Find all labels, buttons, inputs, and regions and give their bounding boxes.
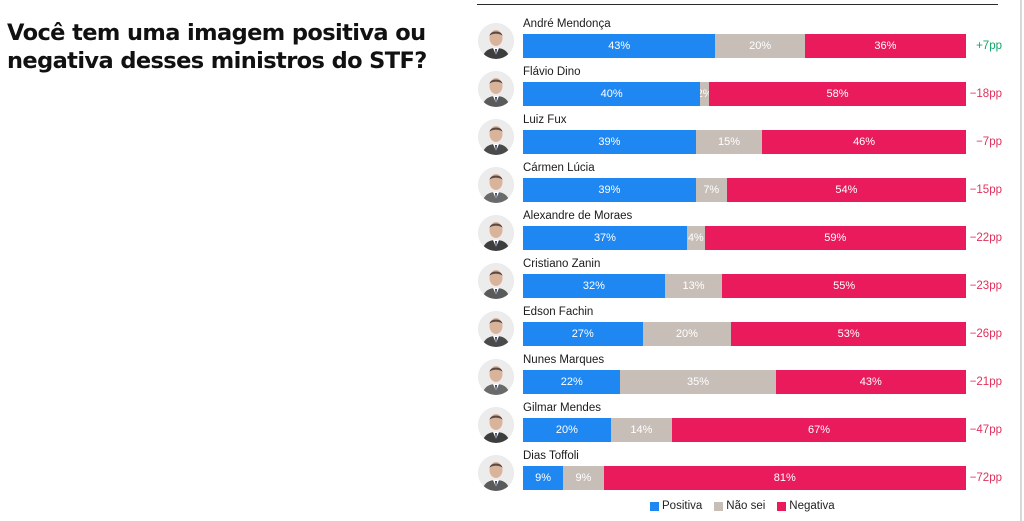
bar-segment-positiva: 39% xyxy=(523,178,696,202)
legend-swatch-nao-sei xyxy=(714,501,724,511)
top-divider xyxy=(477,4,998,5)
stacked-bar: 20% 14% 67% xyxy=(523,418,966,442)
legend-swatch-negativa xyxy=(777,501,787,511)
minister-photo xyxy=(478,71,514,107)
bar-segment-nao-sei: 35% xyxy=(620,370,776,394)
chart-row-edson-fachin: Edson Fachin 27% 20% 53% −26pp xyxy=(478,306,1008,356)
minister-photo xyxy=(478,407,514,443)
chart-row-cristiano-zanin: Cristiano Zanin 32% 13% 55% −23pp xyxy=(478,258,1008,308)
bar-segment-negativa: 54% xyxy=(726,178,966,202)
stacked-bar: 43% 20% 36% xyxy=(523,34,966,58)
chart-row-luiz-fux: Luiz Fux 39% 15% 46% −7pp xyxy=(478,114,1008,164)
bar-segment-nao-sei: 15% xyxy=(695,130,763,154)
minister-name: Gilmar Mendes xyxy=(523,402,601,414)
bar-segment-positiva: 27% xyxy=(523,322,643,346)
bar-segment-nao-sei: 20% xyxy=(642,322,732,346)
bar-segment-negativa: 67% xyxy=(672,418,966,442)
minister-name: André Mendonça xyxy=(523,18,611,30)
minister-photo xyxy=(478,311,514,347)
net-difference-label: −18pp xyxy=(969,88,1002,100)
bar-segment-negativa: 81% xyxy=(603,466,966,490)
minister-name: Edson Fachin xyxy=(523,306,594,318)
bar-segment-negativa: 43% xyxy=(775,370,966,394)
minister-photo xyxy=(478,359,514,395)
net-difference-label: +7pp xyxy=(976,40,1002,52)
bar-segment-nao-sei: 2% xyxy=(700,82,710,106)
minister-photo xyxy=(478,263,514,299)
net-difference-label: −72pp xyxy=(969,472,1002,484)
bar-segment-negativa: 46% xyxy=(762,130,966,154)
legend-item-negativa: Negativa xyxy=(777,500,835,512)
chart-row-gilmar-mendes: Gilmar Mendes 20% 14% 67% −47pp xyxy=(478,402,1008,452)
bar-segment-nao-sei: 7% xyxy=(695,178,727,202)
minister-photo xyxy=(478,215,514,251)
legend: Positiva Não sei Negativa xyxy=(650,500,835,512)
bar-segment-positiva: 9% xyxy=(523,466,564,490)
bar-segment-negativa: 53% xyxy=(731,322,966,346)
chart-row-andre-mendonca: André Mendonça 43% 20% 36% +7pp xyxy=(478,18,1008,68)
minister-name: Dias Toffoli xyxy=(523,450,579,462)
stacked-bar: 22% 35% 43% xyxy=(523,370,966,394)
bar-segment-positiva: 32% xyxy=(523,274,665,298)
bar-segment-positiva: 37% xyxy=(523,226,687,250)
bar-segment-negativa: 59% xyxy=(704,226,966,250)
bar-segment-positiva: 39% xyxy=(523,130,696,154)
bar-segment-nao-sei: 4% xyxy=(686,226,705,250)
bar-segment-positiva: 40% xyxy=(523,82,701,106)
net-difference-label: −23pp xyxy=(969,280,1002,292)
bar-segment-nao-sei: 14% xyxy=(610,418,673,442)
chart-row-nunes-marques: Nunes Marques 22% 35% 43% −21pp xyxy=(478,354,1008,404)
minister-name: Luiz Fux xyxy=(523,114,567,126)
chart-title: Você tem uma imagem positiva ou negativa… xyxy=(7,20,427,74)
legend-label-nao-sei: Não sei xyxy=(726,500,766,512)
right-edge-divider xyxy=(1020,0,1022,521)
bar-segment-negativa: 58% xyxy=(709,82,966,106)
net-difference-label: −15pp xyxy=(969,184,1002,196)
stacked-bar: 27% 20% 53% xyxy=(523,322,966,346)
chart-row-flavio-dino: Flávio Dino 40%2%58%−18pp xyxy=(478,66,1008,116)
bar-segment-nao-sei: 9% xyxy=(563,466,604,490)
bar-segment-negativa: 36% xyxy=(804,34,966,58)
net-difference-label: −7pp xyxy=(976,136,1002,148)
minister-name: Alexandre de Moraes xyxy=(523,210,633,222)
stacked-bar: 32% 13% 55% xyxy=(523,274,966,298)
bar-segment-negativa: 55% xyxy=(722,274,966,298)
chart-row-alexandre-de-moraes: Alexandre de Moraes 37% 4% 59% −22pp xyxy=(478,210,1008,260)
chart-row-dias-toffoli: Dias Toffoli 9% 9% 81% −72pp xyxy=(478,450,1008,500)
stacked-bar: 40%2%58% xyxy=(523,82,966,106)
net-difference-label: −26pp xyxy=(969,328,1002,340)
stacked-bar: 9% 9% 81% xyxy=(523,466,966,490)
stacked-bar: 37% 4% 59% xyxy=(523,226,966,250)
stacked-bar: 39% 15% 46% xyxy=(523,130,966,154)
minister-photo xyxy=(478,23,514,59)
legend-label-positiva: Positiva xyxy=(662,500,703,512)
bar-segment-nao-sei: 13% xyxy=(664,274,723,298)
minister-name: Nunes Marques xyxy=(523,354,605,366)
minister-photo xyxy=(478,455,514,491)
bar-segment-positiva: 22% xyxy=(523,370,621,394)
bar-segment-positiva: 43% xyxy=(523,34,716,58)
legend-item-positiva: Positiva xyxy=(650,500,702,512)
minister-photo xyxy=(478,167,514,203)
bar-segment-nao-sei: 20% xyxy=(715,34,805,58)
bar-segment-positiva: 20% xyxy=(523,418,611,442)
chart-row-carmen-lucia: Cármen Lúcia 39% 7% 54% −15pp xyxy=(478,162,1008,212)
minister-photo xyxy=(478,119,514,155)
minister-name: Cármen Lúcia xyxy=(523,162,595,174)
net-difference-label: −47pp xyxy=(969,424,1002,436)
net-difference-label: −21pp xyxy=(969,376,1002,388)
minister-name: Flávio Dino xyxy=(523,66,581,78)
net-difference-label: −22pp xyxy=(969,232,1002,244)
stacked-bar: 39% 7% 54% xyxy=(523,178,966,202)
minister-name: Cristiano Zanin xyxy=(523,258,601,270)
legend-item-nao-sei: Não sei xyxy=(714,500,765,512)
legend-swatch-positiva xyxy=(650,501,659,511)
legend-label-negativa: Negativa xyxy=(789,500,835,512)
